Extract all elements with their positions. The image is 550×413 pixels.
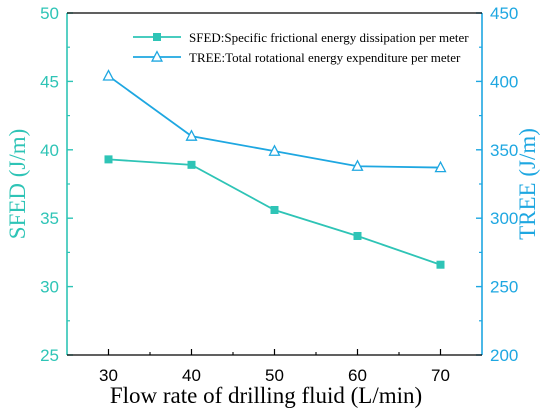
right-y-axis: 200 250 300 350 400 450 <box>476 4 518 365</box>
left-tick-label: 45 <box>40 72 59 91</box>
legend: SFED:Specific frictional energy dissipat… <box>133 30 469 65</box>
x-axis-label: Flow rate of drilling fluid (L/min) <box>110 383 422 408</box>
right-tick-label: 200 <box>490 346 518 365</box>
x-axis: 30 40 50 60 70 <box>67 12 482 385</box>
series-2-point <box>268 144 281 156</box>
left-y-axis-label: SFED (J/m) <box>5 129 30 240</box>
legend-entry-label: SFED:Specific frictional energy dissipat… <box>189 30 469 45</box>
series-1-point <box>104 155 113 164</box>
right-tick-label: 250 <box>490 278 518 297</box>
series-2-point <box>434 160 447 173</box>
x-tick-label: 30 <box>99 366 118 385</box>
x-tick-label: 70 <box>431 366 450 385</box>
series-1-point <box>436 260 445 269</box>
legend-swatch-marker <box>150 50 164 62</box>
series-1-point <box>187 160 196 169</box>
right-tick-label: 450 <box>490 4 518 23</box>
left-tick-label: 35 <box>40 209 59 228</box>
right-tick-label: 300 <box>490 209 518 228</box>
left-tick-label: 40 <box>40 141 59 160</box>
right-tick-label: 400 <box>490 72 518 91</box>
left-y-axis: 25 30 35 40 45 50 <box>40 4 73 365</box>
series-2-point <box>102 69 115 81</box>
x-tick-label: 50 <box>265 366 284 385</box>
left-tick-label: 30 <box>40 278 59 297</box>
x-tick-label: 60 <box>348 366 367 385</box>
series-layer <box>102 69 447 269</box>
legend-swatch-marker <box>153 33 161 41</box>
right-y-axis-label: TREE (J/m) <box>515 128 540 240</box>
right-tick-label: 350 <box>490 141 518 160</box>
series-2-point <box>185 129 198 141</box>
series-2-point <box>351 159 364 171</box>
left-tick-label: 50 <box>40 4 59 23</box>
left-tick-label: 25 <box>40 346 59 365</box>
series-1-point <box>353 231 362 240</box>
legend-entry-label: TREE:Total rotational energy expenditure… <box>189 50 461 65</box>
series-1-point <box>270 205 279 214</box>
x-tick-label: 40 <box>182 366 201 385</box>
